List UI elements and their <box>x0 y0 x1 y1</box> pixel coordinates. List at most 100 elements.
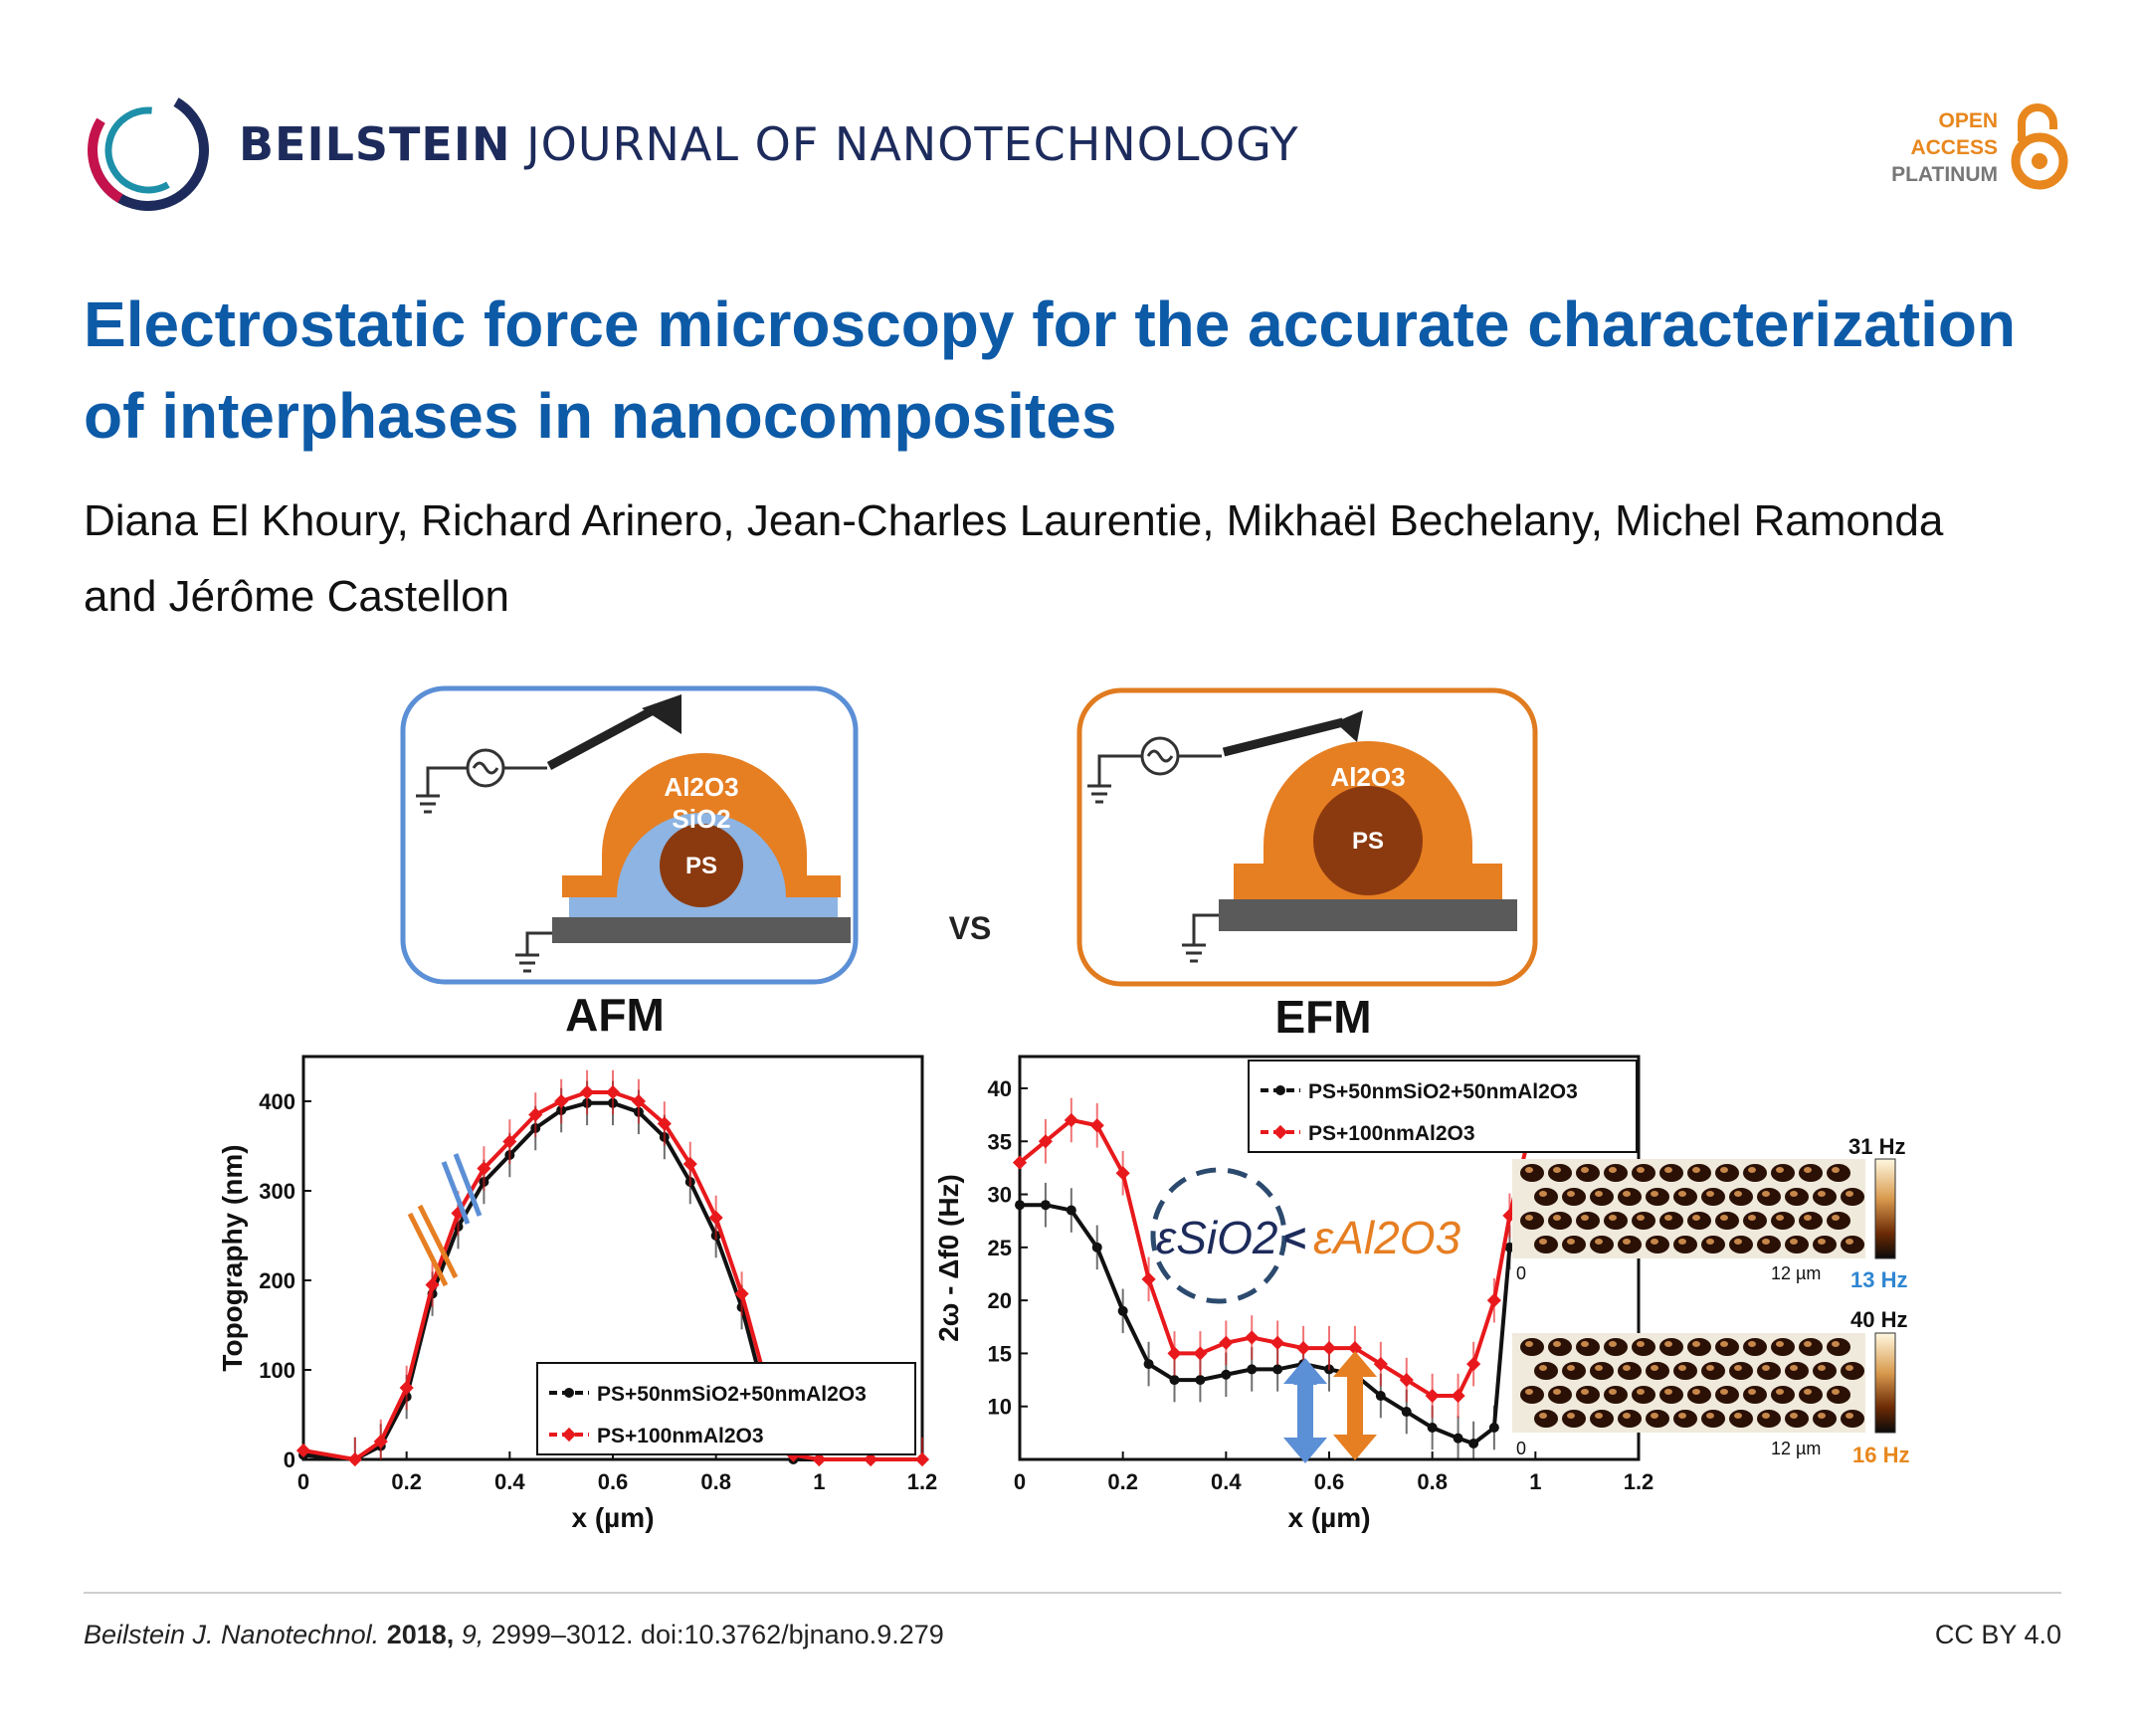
particle-dot <box>1632 1338 1655 1356</box>
particle-dot <box>1576 1338 1600 1356</box>
epsilon-sio2: εSiO2 <box>1156 1212 1277 1263</box>
particle-dot <box>1757 1236 1781 1254</box>
efm-caption: EFM <box>1274 991 1371 1043</box>
inset-bottom-min: 16 Hz <box>1852 1443 1909 1467</box>
particle-highlight <box>1664 1167 1672 1173</box>
particle-dot <box>1701 1410 1725 1428</box>
particle-highlight <box>1790 1365 1798 1371</box>
y-axis-label: 2ω - Δf0 (Hz) <box>933 1174 964 1342</box>
particle-dot <box>1813 1188 1837 1206</box>
particle-dot <box>1757 1362 1781 1380</box>
particle-highlight <box>1846 1239 1853 1245</box>
data-point <box>1089 1118 1104 1133</box>
particle-dot <box>1701 1362 1725 1380</box>
y-tick-label: 15 <box>988 1341 1012 1366</box>
x-tick-label: 0.4 <box>494 1469 525 1494</box>
legend-marker <box>561 1427 577 1443</box>
particle-highlight <box>1637 1215 1645 1221</box>
particle-highlight <box>1581 1167 1589 1173</box>
x-tick-label: 0 <box>1014 1469 1026 1494</box>
y-tick-label: 35 <box>988 1129 1012 1154</box>
particle-dot <box>1604 1212 1628 1230</box>
particle-highlight <box>1539 1191 1547 1197</box>
data-point <box>605 1084 621 1100</box>
data-point <box>1143 1359 1154 1370</box>
substrate-2 <box>1219 899 1517 931</box>
data-point <box>1193 1346 1208 1361</box>
x-tick-label: 0.8 <box>1417 1469 1448 1494</box>
data-point <box>864 1451 878 1467</box>
particle-dot <box>1576 1164 1600 1182</box>
data-point <box>1141 1271 1156 1286</box>
particle-highlight <box>1846 1365 1853 1371</box>
citation-volume: 9, <box>461 1620 485 1649</box>
data-point <box>1427 1423 1438 1434</box>
particle-dot <box>1785 1410 1809 1428</box>
data-point <box>1453 1433 1463 1444</box>
data-point <box>1451 1388 1465 1404</box>
data-point <box>1373 1357 1388 1372</box>
particle-highlight <box>1651 1191 1658 1197</box>
data-point <box>1321 1341 1337 1356</box>
data-point <box>1091 1242 1102 1253</box>
data-point <box>347 1451 362 1467</box>
particle-highlight <box>1846 1413 1853 1419</box>
particle-dot <box>1785 1362 1809 1380</box>
data-point <box>812 1451 827 1467</box>
particle-dot <box>1743 1212 1767 1230</box>
x-tick-label: 1.2 <box>907 1469 938 1494</box>
particle-dot <box>1757 1188 1781 1206</box>
particle-dot <box>1673 1188 1697 1206</box>
particle-highlight <box>1804 1215 1812 1221</box>
particle-highlight <box>1678 1365 1686 1371</box>
particle-highlight <box>1832 1215 1840 1221</box>
particle-highlight <box>1720 1215 1728 1221</box>
particle-dot <box>1715 1212 1739 1230</box>
legend: PS+50nmSiO2+50nmAl2O3 PS+100nmAl2O3 <box>536 1362 916 1455</box>
particle-highlight <box>1623 1365 1631 1371</box>
data-point <box>1219 1335 1234 1350</box>
legend-frame <box>536 1362 916 1455</box>
particle-highlight <box>1776 1167 1784 1173</box>
inset-bottom-scale: 12 µm <box>1771 1439 1821 1458</box>
afm-tip <box>642 694 681 734</box>
data-point <box>1272 1364 1283 1375</box>
y-tick-label: 30 <box>988 1183 1012 1208</box>
al2o3-label-2: Al2O3 <box>1330 762 1405 792</box>
x-tick-label: 1 <box>1529 1469 1541 1494</box>
data-point <box>1270 1335 1285 1350</box>
particle-dot <box>1701 1188 1725 1206</box>
particle-dot <box>1673 1236 1697 1254</box>
data-point <box>295 1443 311 1458</box>
particle-highlight <box>1553 1167 1561 1173</box>
particle-dot <box>1590 1236 1614 1254</box>
particle-highlight <box>1804 1167 1812 1173</box>
particle-highlight <box>1581 1341 1589 1347</box>
particle-highlight <box>1818 1191 1826 1197</box>
x-tick-label: 0.2 <box>1107 1469 1138 1494</box>
particle-dot <box>1520 1338 1544 1356</box>
citation-journal: Beilstein J. Nanotechnol. <box>84 1620 380 1649</box>
particle-highlight <box>1553 1215 1561 1221</box>
particle-dot <box>1659 1386 1683 1404</box>
particle-highlight <box>1651 1365 1658 1371</box>
thickness-marks <box>407 1153 483 1287</box>
data-point <box>1401 1407 1412 1418</box>
particle-dot <box>1799 1164 1823 1182</box>
data-point <box>1115 1166 1130 1181</box>
y-tick-label: 20 <box>988 1288 1012 1313</box>
particle-highlight <box>1706 1365 1714 1371</box>
particle-dot <box>1715 1338 1739 1356</box>
particle-dot <box>1618 1362 1642 1380</box>
data-point <box>1375 1391 1386 1402</box>
particle-dot <box>1841 1362 1864 1380</box>
particle-highlight <box>1832 1167 1840 1173</box>
less-than: < <box>1283 1217 1306 1260</box>
particle-highlight <box>1762 1413 1770 1419</box>
x-tick-label: 1.2 <box>1624 1469 1654 1494</box>
particle-highlight <box>1748 1167 1756 1173</box>
particle-highlight <box>1539 1239 1547 1245</box>
x-axis-label: x (µm) <box>571 1502 654 1533</box>
data-point <box>399 1380 414 1396</box>
